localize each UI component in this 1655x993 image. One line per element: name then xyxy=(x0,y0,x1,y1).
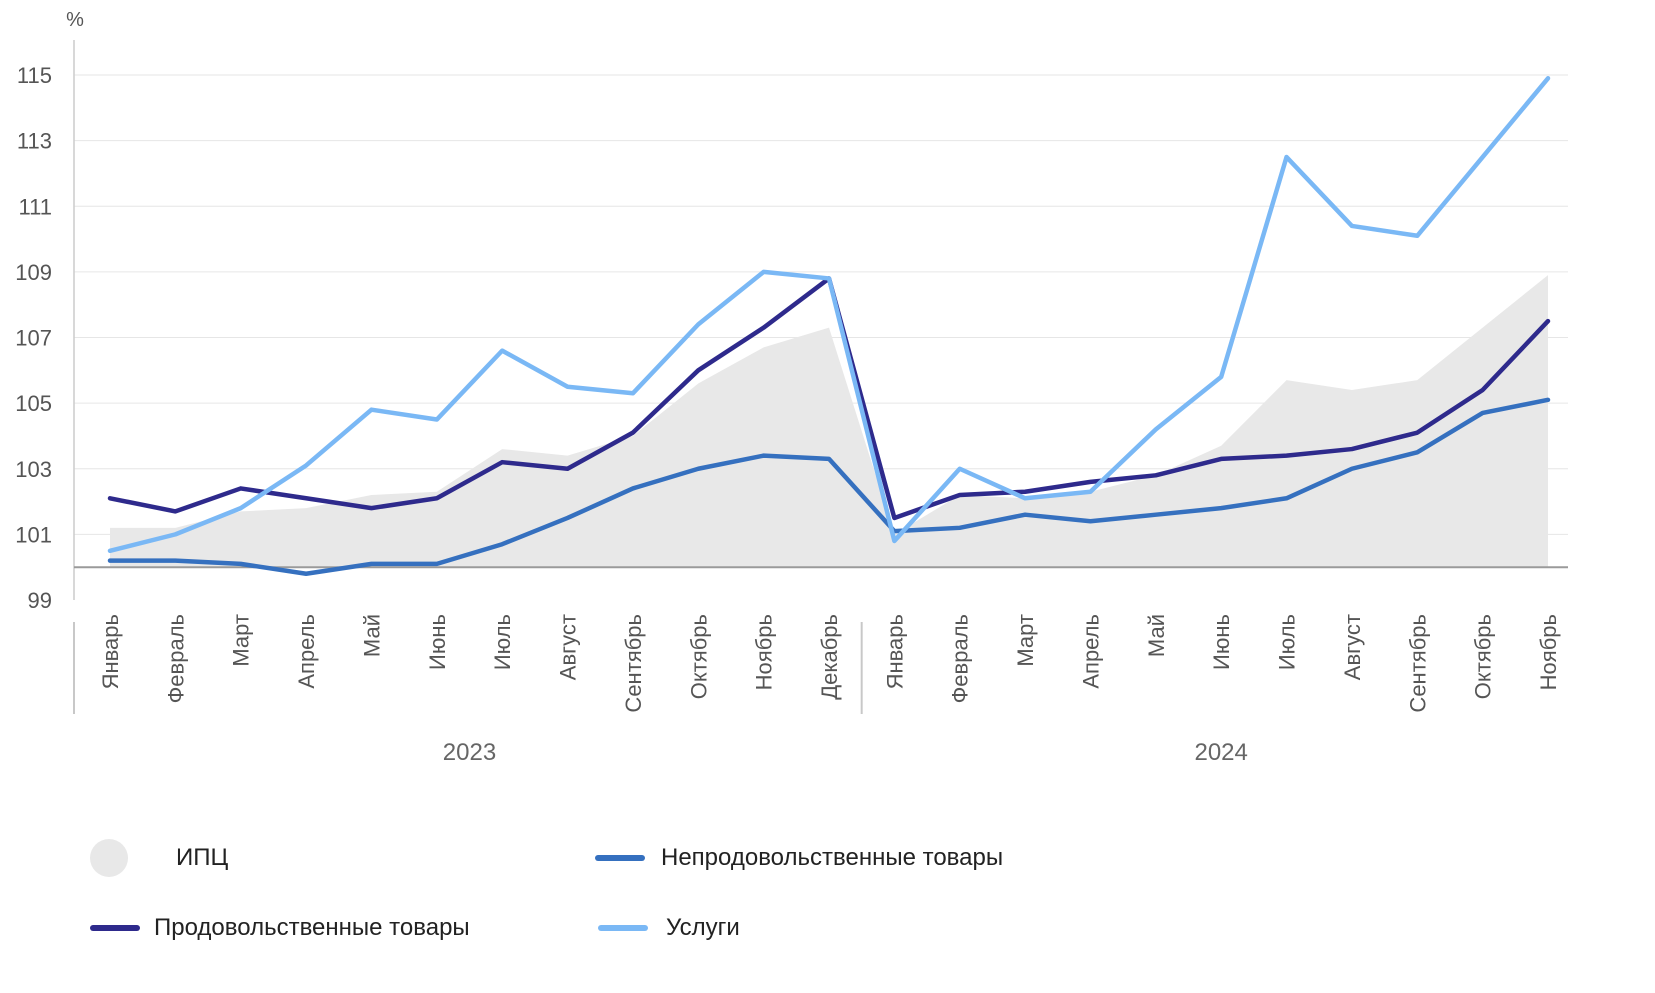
x-tick-label: Август xyxy=(556,614,581,680)
y-tick-label: 113 xyxy=(17,129,52,154)
y-axis-ticks: 99 101 103 105 107 109 111 113 115 xyxy=(15,63,52,613)
cpi-area xyxy=(110,275,1548,568)
x-tick-label: Апрель xyxy=(294,614,319,689)
series-line-services xyxy=(107,76,1551,554)
y-unit-label: % xyxy=(66,9,84,31)
x-tick-label: Август xyxy=(1340,614,1365,680)
x-tick-label: Июль xyxy=(490,614,515,670)
y-tick-label: 107 xyxy=(15,326,52,351)
year-label: 2023 xyxy=(443,739,496,766)
x-tick-label: Декабрь xyxy=(817,614,842,700)
x-axis: Январь Февраль Март Апрель Май Июнь Июль Август… xyxy=(73,614,1561,766)
x-tick-label: Январь xyxy=(882,614,907,689)
y-tick-label: 105 xyxy=(15,391,52,416)
y-tick-label: 115 xyxy=(17,63,52,88)
x-tick-label: Май xyxy=(1144,614,1169,657)
y-tick-label: 99 xyxy=(28,588,52,613)
x-tick-label: Март xyxy=(1013,614,1038,667)
y-tick-label: 111 xyxy=(19,194,52,219)
x-tick-label: Ноябрь xyxy=(752,614,777,690)
y-tick-label: 103 xyxy=(15,457,52,482)
x-tick-label: Июнь xyxy=(425,614,450,670)
x-tick-label: Июль xyxy=(1275,614,1300,670)
x-tick-label: Апрель xyxy=(1078,614,1103,689)
x-tick-label: Ноябрь xyxy=(1536,614,1561,690)
x-tick-label: Сентябрь xyxy=(1405,614,1430,713)
series-line-nonfood xyxy=(107,397,1551,576)
year-label: 2024 xyxy=(1194,739,1247,766)
x-tick-label: Март xyxy=(229,614,254,667)
y-tick-label: 109 xyxy=(15,260,52,285)
x-tick-label: Февраль xyxy=(948,614,973,703)
x-tick-label: Май xyxy=(359,614,384,657)
x-tick-label: Октябрь xyxy=(686,614,711,699)
x-tick-label: Октябрь xyxy=(1471,614,1496,699)
y-tick-label: 101 xyxy=(15,522,52,547)
series-area-cpi xyxy=(110,275,1548,568)
series-lines xyxy=(107,76,1551,576)
x-tick-label: Январь xyxy=(98,614,123,689)
x-tick-label: Сентябрь xyxy=(621,614,646,713)
x-tick-label: Июнь xyxy=(1209,614,1234,670)
x-tick-label: Февраль xyxy=(163,614,188,703)
